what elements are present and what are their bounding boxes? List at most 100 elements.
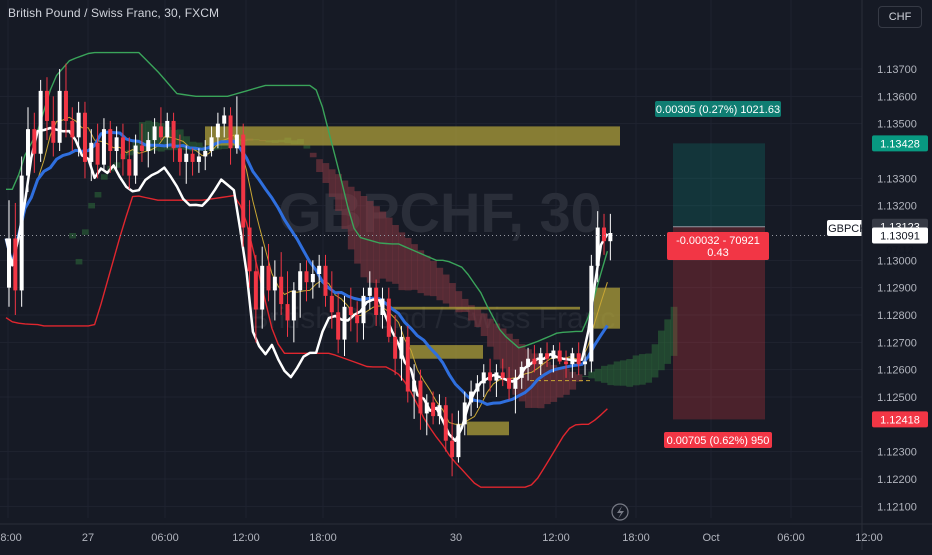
lower-band-line bbox=[5, 194, 608, 488]
candle-body bbox=[393, 336, 398, 359]
candle-body bbox=[7, 238, 11, 288]
lightning-icon bbox=[611, 503, 629, 521]
cloud-segment bbox=[632, 355, 640, 386]
cloud-segment bbox=[303, 145, 311, 149]
cloud-segment bbox=[601, 365, 608, 383]
candle-body bbox=[475, 383, 480, 392]
candle-body bbox=[158, 126, 163, 138]
cloud-segment bbox=[657, 330, 665, 371]
candle-body bbox=[291, 290, 296, 321]
candle-body bbox=[190, 153, 195, 162]
price-zone bbox=[205, 126, 620, 146]
cloud-segment bbox=[550, 364, 558, 402]
candle-body bbox=[367, 287, 372, 296]
candle-body bbox=[488, 372, 493, 381]
time-tick-label: 18:00 bbox=[0, 532, 22, 544]
cloud-segment bbox=[588, 371, 596, 379]
cloud-segment bbox=[81, 229, 89, 235]
cloud-segment bbox=[613, 361, 621, 386]
candle-body bbox=[462, 402, 467, 425]
cloud-segment bbox=[366, 201, 374, 283]
candle-body bbox=[424, 402, 429, 414]
price-scale bbox=[862, 0, 932, 550]
candle-body bbox=[386, 298, 391, 337]
cloud-segment bbox=[556, 367, 564, 398]
price-tick-label: 1.12600 bbox=[877, 365, 917, 377]
cloud-segment bbox=[563, 368, 570, 395]
candle-body bbox=[139, 145, 144, 151]
candle-body bbox=[532, 358, 537, 365]
candle-body bbox=[481, 372, 486, 384]
candle-body bbox=[95, 142, 100, 165]
cloud-segment bbox=[322, 163, 330, 183]
price-tick-label: 1.13300 bbox=[877, 173, 917, 185]
cloud-segment bbox=[582, 375, 589, 377]
cloud-segment bbox=[385, 217, 393, 282]
candle-body bbox=[380, 298, 385, 315]
price-scale-tag-text: 1.12418 bbox=[880, 414, 920, 426]
cloud-segment bbox=[461, 298, 469, 312]
cloud-segment bbox=[512, 338, 520, 395]
time-tick-label: 30 bbox=[450, 532, 462, 544]
candle-body bbox=[431, 402, 436, 417]
cloud-segment bbox=[442, 274, 450, 304]
candle-body bbox=[595, 227, 600, 266]
cloud-segment bbox=[620, 360, 627, 386]
price-zone bbox=[390, 306, 580, 310]
candle-body bbox=[538, 353, 543, 365]
candle-body bbox=[310, 274, 315, 283]
currency-button[interactable]: CHF bbox=[878, 6, 922, 28]
candle-body bbox=[456, 424, 461, 458]
price-tick-label: 1.13700 bbox=[877, 64, 917, 76]
candle-body bbox=[32, 129, 37, 154]
cloud-segment bbox=[664, 319, 672, 364]
price-tick-label: 1.13600 bbox=[877, 91, 917, 103]
candle-body bbox=[519, 366, 524, 378]
cloud-segment bbox=[474, 309, 482, 328]
cloud-segment bbox=[379, 211, 387, 279]
price-tick-label: 1.12100 bbox=[877, 501, 917, 513]
upper-band-line bbox=[6, 51, 609, 349]
candle-body bbox=[215, 123, 220, 138]
candle-body bbox=[57, 90, 62, 143]
cloud-segment bbox=[75, 258, 83, 265]
candle-body bbox=[127, 159, 132, 176]
candle-body bbox=[298, 271, 303, 291]
candle-body bbox=[203, 151, 208, 157]
price-scale-tag-text: 1.13091 bbox=[880, 230, 920, 242]
price-tick-label: 1.12200 bbox=[877, 474, 917, 486]
price-tick-label: 1.12800 bbox=[877, 310, 917, 322]
candle-body bbox=[51, 120, 56, 143]
candle-body bbox=[469, 391, 474, 403]
candle-body bbox=[279, 276, 284, 305]
candle-body bbox=[19, 175, 24, 291]
cloud-segment bbox=[436, 267, 444, 301]
candle-body bbox=[513, 377, 518, 389]
candle-body bbox=[589, 265, 594, 362]
candle-body bbox=[101, 129, 106, 165]
time-tick-label: 18:00 bbox=[309, 532, 337, 544]
price-tick-label: 1.13500 bbox=[877, 119, 917, 131]
cloud-segment bbox=[100, 174, 108, 180]
time-tick-label: 27 bbox=[82, 532, 94, 544]
cloud-segment bbox=[195, 142, 203, 151]
cloud-segment bbox=[531, 353, 539, 408]
candle-body bbox=[342, 306, 347, 340]
candle-body bbox=[76, 112, 81, 138]
candle-body bbox=[437, 405, 442, 417]
cloud-segment bbox=[607, 364, 615, 386]
lightning-icon-glyph bbox=[617, 506, 624, 519]
candle-body bbox=[336, 312, 341, 340]
position-pl-text: -0.00032 - 70921 bbox=[676, 235, 760, 247]
candle-body bbox=[70, 120, 75, 138]
candle-body bbox=[443, 405, 448, 441]
cloud-segment bbox=[411, 244, 418, 290]
candle-body bbox=[602, 227, 607, 242]
candle-body bbox=[253, 271, 258, 310]
candle-body bbox=[361, 295, 366, 324]
price-tick-label: 1.12700 bbox=[877, 337, 917, 349]
candle-body bbox=[63, 90, 68, 121]
cloud-segment bbox=[183, 136, 190, 150]
